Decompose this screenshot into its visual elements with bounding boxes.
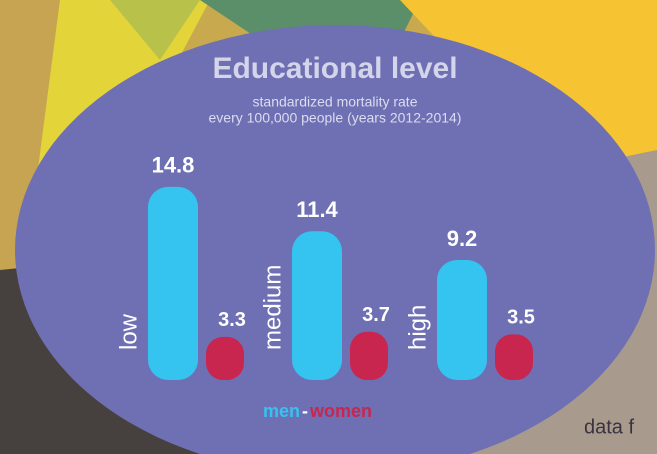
category-label: medium	[259, 265, 286, 350]
bar	[495, 334, 533, 380]
footer-text: data f	[584, 416, 634, 438]
subtitle: every 100,000 people (years 2012-2014)	[209, 110, 462, 126]
legend-entry: women	[309, 401, 372, 421]
subtitle: standardized mortality rate	[253, 94, 418, 110]
value-label: 14.8	[152, 153, 195, 178]
chart: Educational level standardized mortality…	[0, 0, 657, 454]
value-label: 9.2	[447, 226, 478, 251]
value-label: 3.5	[507, 307, 535, 329]
category-label: low	[115, 313, 142, 350]
category-label: high	[404, 305, 431, 350]
bar	[206, 337, 244, 380]
value-label: 3.7	[362, 304, 390, 326]
bar	[148, 187, 198, 380]
value-label: 3.3	[218, 309, 246, 331]
value-label: 11.4	[296, 197, 338, 222]
legend-entry: men	[263, 401, 300, 421]
legend-separator: -	[302, 401, 308, 421]
bar	[292, 231, 342, 380]
bar	[350, 332, 388, 380]
chart-title: Educational level	[212, 52, 457, 85]
bar	[437, 260, 487, 380]
